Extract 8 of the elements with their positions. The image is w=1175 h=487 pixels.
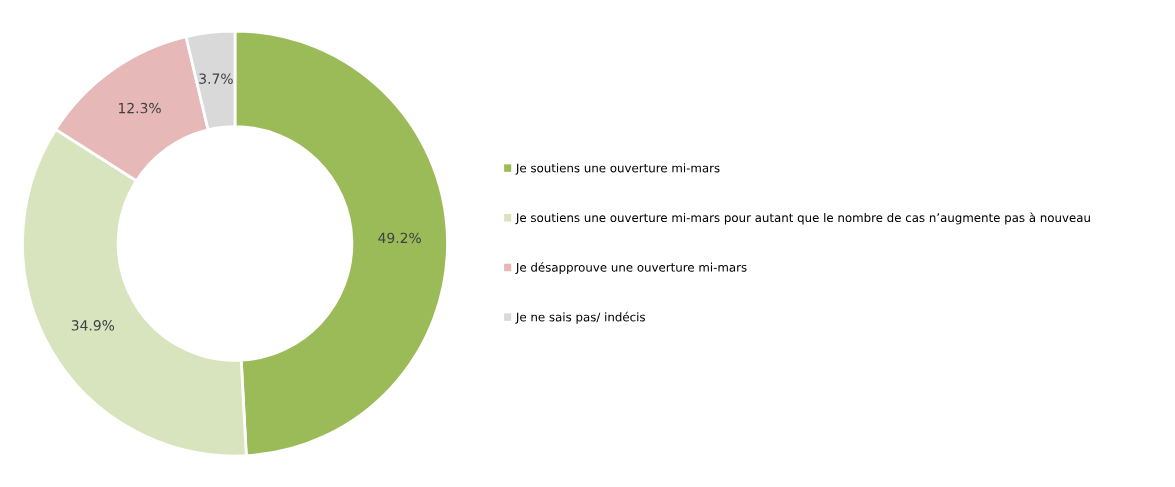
- legend-label: Je soutiens une ouverture mi-mars: [515, 163, 720, 175]
- data-label: 12.3%: [119, 102, 161, 114]
- data-label: 3.7%: [199, 73, 233, 84]
- legend-label: Je soutiens une ouverture mi-mars pour autant que le nombre de cas n’augmente pas à nouveau: [515, 212, 1090, 225]
- data-label: 34.9%: [71, 320, 115, 331]
- legend-label: Je ne sais pas/ indécis: [515, 311, 645, 324]
- legend-label: Je désapprouve une ouverture mi-mars: [515, 262, 747, 275]
- data-label: 49.2%: [378, 232, 421, 244]
